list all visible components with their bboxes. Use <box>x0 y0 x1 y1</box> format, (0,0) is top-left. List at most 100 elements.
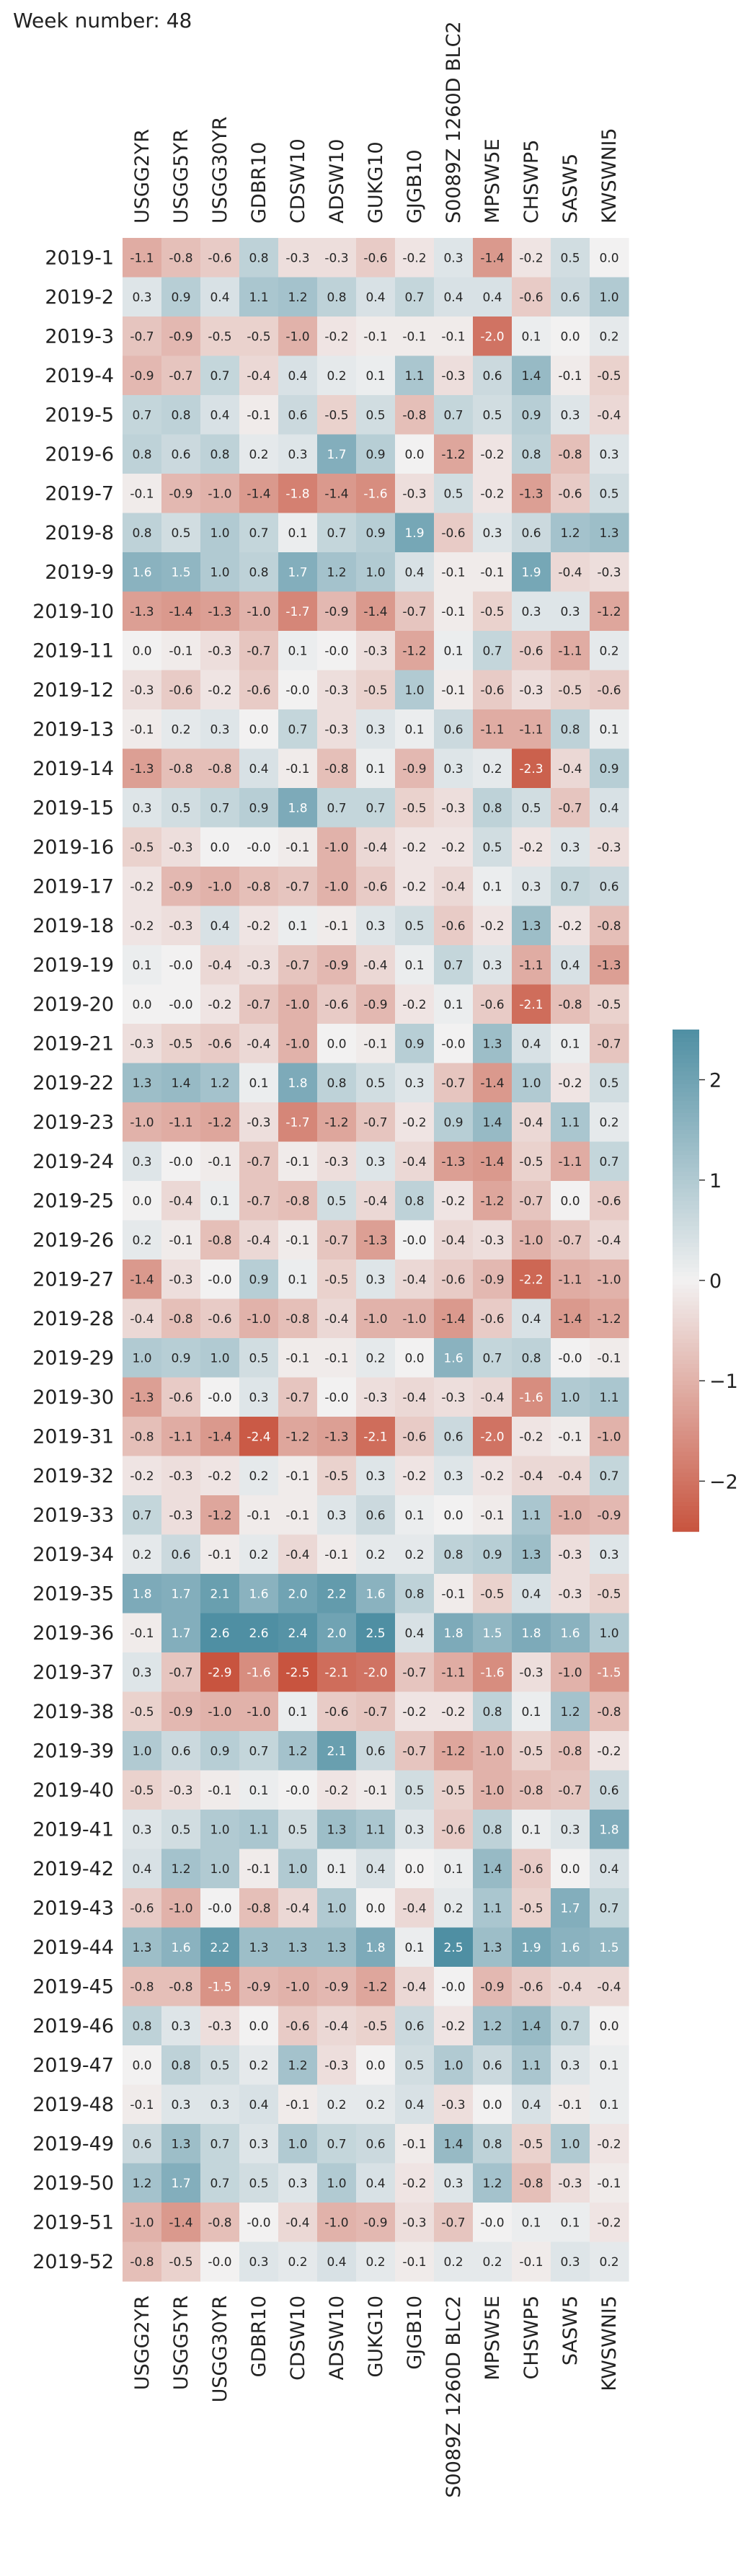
cell-value: 0.7 <box>599 1155 618 1169</box>
cell-value: 0.1 <box>249 1076 268 1091</box>
cell-value: -0.1 <box>285 1155 309 1169</box>
heatmap-cell <box>123 591 162 632</box>
cell-value: 1.7 <box>171 1587 190 1601</box>
heatmap-cell <box>123 1849 162 1889</box>
heatmap-cell <box>434 748 474 789</box>
heatmap-cell <box>590 1967 629 2007</box>
heatmap-cell <box>590 2124 629 2164</box>
heatmap-cell <box>551 2006 590 2046</box>
heatmap-cell <box>356 1967 396 2007</box>
colorbar-segment <box>673 1188 699 1193</box>
heatmap-cell <box>239 748 279 789</box>
colorbar-segment <box>673 1402 699 1407</box>
cell-value: -0.3 <box>441 369 465 384</box>
cell-value: 0.2 <box>482 762 502 776</box>
heatmap-cell <box>239 906 279 946</box>
heatmap-cell <box>278 355 318 396</box>
heatmap-cell <box>239 1141 279 1182</box>
cell-value: -0.9 <box>169 329 192 344</box>
heatmap-cell <box>123 395 162 435</box>
heatmap-cell <box>161 1063 201 1103</box>
heatmap-cell <box>434 277 474 317</box>
colorbar-tick-label: 1 <box>709 1170 722 1192</box>
colorbar-segment <box>673 1184 699 1190</box>
cell-value: -0.7 <box>169 369 192 384</box>
cell-value: 0.3 <box>249 1391 268 1405</box>
heatmap-cell <box>123 867 162 907</box>
heatmap-cell <box>317 1063 357 1103</box>
cell-value: 1.9 <box>404 526 424 541</box>
cell-value: -0.7 <box>558 1234 582 1248</box>
colorbar-segment <box>673 1096 699 1102</box>
heatmap-cell <box>123 552 162 593</box>
cell-value: 0.8 <box>327 1076 346 1091</box>
colorbar-segment <box>673 1493 699 1499</box>
cell-value: -0.6 <box>519 291 543 305</box>
colorbar-segment <box>673 1376 699 1381</box>
cell-value: -1.2 <box>480 1194 504 1208</box>
cell-value: -1.4 <box>208 1430 231 1444</box>
heatmap-cell <box>434 238 474 278</box>
heatmap-cell <box>317 1691 357 1732</box>
cell-value: -0.1 <box>402 329 426 344</box>
heatmap-cell <box>239 1024 279 1064</box>
row-label: 2019-11 <box>32 639 114 662</box>
colorbar-segment <box>673 1200 699 1206</box>
cell-value: -0.7 <box>402 1665 426 1680</box>
heatmap-cell <box>395 631 435 671</box>
cell-value: 0.3 <box>132 1155 151 1169</box>
colorbar-segment <box>673 1113 699 1118</box>
cell-value: 1.0 <box>210 526 229 541</box>
heatmap-cell <box>395 2045 435 2086</box>
heatmap-cell <box>551 591 590 632</box>
heatmap-cell <box>317 1927 357 1968</box>
cell-value: -0.6 <box>441 526 465 541</box>
heatmap-cell <box>123 1534 162 1575</box>
heatmap-cell <box>356 1181 396 1221</box>
cell-value: -0.8 <box>402 408 426 422</box>
cell-value: 0.5 <box>210 2058 229 2073</box>
heatmap-cell <box>395 1377 435 1417</box>
cell-value: -0.9 <box>247 1980 270 1994</box>
heatmap-cell <box>356 1731 396 1771</box>
heatmap-cell <box>551 238 590 278</box>
cell-value: 1.8 <box>521 1626 541 1641</box>
heatmap-cell <box>512 277 551 317</box>
cell-value: -1.4 <box>558 1312 582 1327</box>
heatmap-cell <box>590 2203 629 2243</box>
cell-value: 0.4 <box>521 1037 541 1051</box>
cell-value: 2.2 <box>327 1587 346 1601</box>
heatmap-cell <box>161 2045 201 2086</box>
cell-value: 0.9 <box>443 1115 463 1130</box>
cell-value: -0.6 <box>324 1705 348 1719</box>
heatmap-cell <box>239 1613 279 1653</box>
cell-value: 0.7 <box>599 1901 618 1916</box>
cell-value: -0.2 <box>208 998 231 1012</box>
cell-value: 1.0 <box>327 1901 346 1916</box>
heatmap-cell <box>395 317 435 357</box>
row-label: 2019-40 <box>32 1779 114 1802</box>
colorbar-segment <box>673 1230 699 1235</box>
cell-value: 0.0 <box>365 2058 385 2073</box>
heatmap-cell <box>123 670 162 710</box>
heatmap-cell <box>239 1770 279 1810</box>
colorbar-segment <box>673 1234 699 1239</box>
cell-value: 0.6 <box>482 369 502 384</box>
heatmap-cell <box>356 513 396 553</box>
heatmap-cell <box>317 1534 357 1575</box>
heatmap-cell <box>434 2203 474 2243</box>
cell-value: 1.2 <box>210 1076 229 1091</box>
cell-value: 0.6 <box>404 2019 424 2034</box>
heatmap-cell <box>356 1298 396 1339</box>
cell-value: -0.9 <box>169 880 192 894</box>
cell-value: -0.6 <box>208 251 231 265</box>
heatmap-cell <box>551 1220 590 1260</box>
colorbar-segment <box>673 1197 699 1202</box>
cell-value: 0.4 <box>132 1862 151 1877</box>
cell-value: 0.5 <box>171 801 190 815</box>
cell-value: 0.3 <box>404 1076 424 1091</box>
heatmap-cell <box>512 1574 551 1614</box>
cell-value: 0.0 <box>560 1862 580 1877</box>
cell-value: 1.8 <box>132 1587 151 1601</box>
cell-value: 0.4 <box>249 2098 268 2112</box>
